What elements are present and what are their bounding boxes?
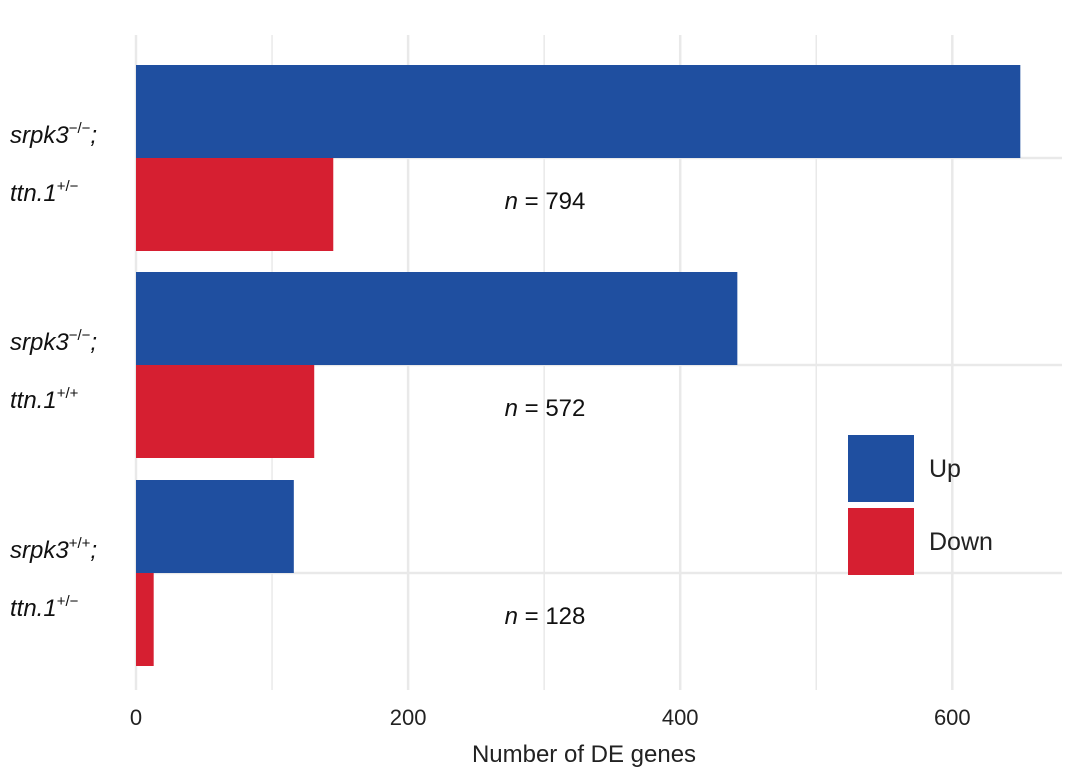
- legend-swatch-up: [848, 435, 914, 502]
- n-label: n = 128: [505, 603, 586, 630]
- n-labels: n = 794 n = 572 n = 128: [505, 188, 586, 630]
- category-label-line1: srpk3+/+;: [10, 535, 97, 564]
- n-label: n = 572: [505, 395, 586, 422]
- category-label: srpk3+/+; ttn.1+/−: [10, 535, 97, 622]
- category-label: srpk3−/−; ttn.1+/−: [10, 120, 97, 207]
- legend-swatch-down: [848, 508, 914, 575]
- x-tick-label: 600: [934, 705, 971, 730]
- category-label-line1: srpk3−/−;: [10, 327, 97, 356]
- legend: Up Down: [848, 435, 993, 575]
- category-labels: srpk3−/−; ttn.1+/− srpk3−/−; ttn.1+/+ srpk3+…: [10, 120, 97, 622]
- x-tick-label: 400: [662, 705, 699, 730]
- bar-up: [136, 480, 294, 573]
- bar-down: [136, 365, 315, 458]
- x-axis-ticks: 0 200 400 600: [130, 705, 971, 730]
- x-axis-title: Number of DE genes: [472, 741, 696, 768]
- bar-down: [136, 158, 334, 251]
- category-label-line2: ttn.1+/−: [10, 593, 79, 622]
- category-label: srpk3−/−; ttn.1+/+: [10, 327, 97, 414]
- bar-up: [136, 65, 1021, 158]
- category-label-line2: ttn.1+/+: [10, 385, 79, 414]
- bars: [136, 65, 1021, 666]
- bar-down: [136, 573, 154, 666]
- n-label: n = 794: [505, 188, 586, 215]
- x-tick-label: 0: [130, 705, 142, 730]
- bar-up: [136, 272, 738, 365]
- category-label-line2: ttn.1+/−: [10, 178, 79, 207]
- legend-label-up: Up: [929, 455, 961, 483]
- x-tick-label: 200: [390, 705, 427, 730]
- legend-label-down: Down: [929, 528, 993, 556]
- category-label-line1: srpk3−/−;: [10, 120, 97, 149]
